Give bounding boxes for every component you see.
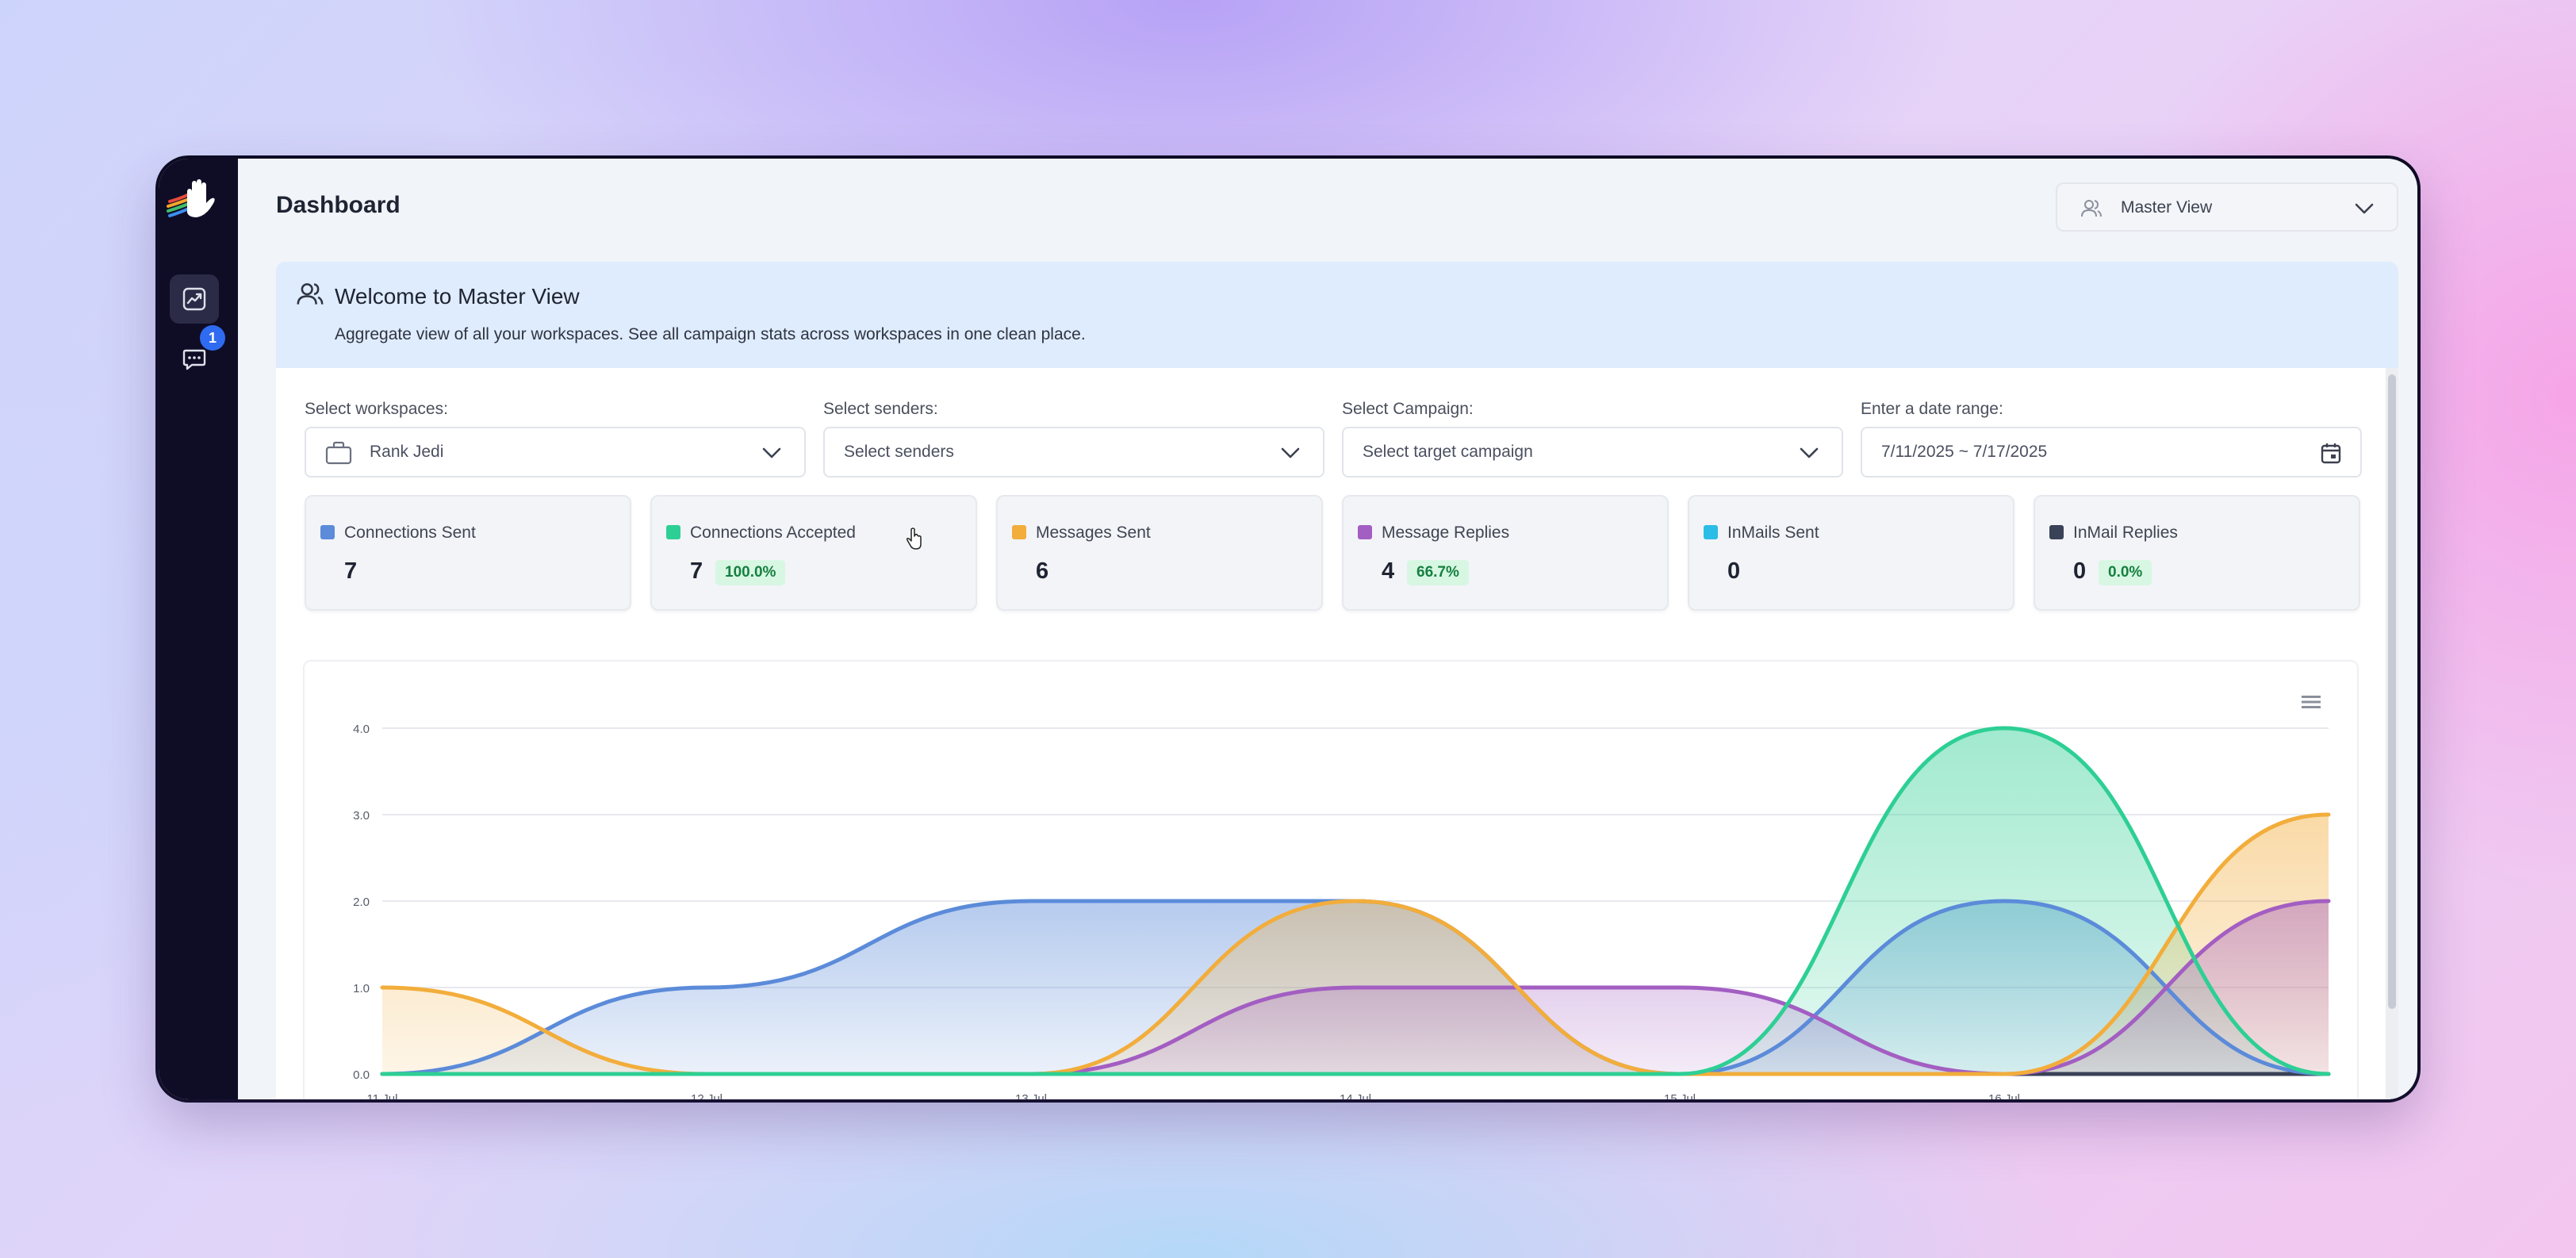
x-tick-label: 13 Jul bbox=[1015, 1092, 1047, 1099]
main-content: Dashboard Master View Welcome to Master … bbox=[238, 159, 2417, 1099]
date-range-label: Enter a date range: bbox=[1861, 400, 2003, 418]
view-selector-label: Master View bbox=[2121, 198, 2213, 217]
legend-swatch bbox=[1012, 525, 1026, 539]
users-icon bbox=[2081, 200, 2102, 217]
hamburger-menu-icon[interactable] bbox=[2300, 693, 2322, 711]
legend-swatch bbox=[1704, 525, 1718, 539]
series-line bbox=[380, 726, 2331, 1076]
stat-value: 7 bbox=[690, 558, 703, 584]
briefcase-icon bbox=[325, 441, 352, 465]
stat-card-inmail-replies: InMail Replies 0 0.0% bbox=[2034, 495, 2360, 611]
stat-card-messages-sent: Messages Sent 6 bbox=[996, 495, 1323, 611]
app-window: 1 Dashboard Master View Welcome bbox=[159, 159, 2417, 1099]
scrollbar[interactable] bbox=[2386, 368, 2398, 1099]
chevron-down-icon bbox=[2355, 203, 2374, 214]
date-range-filter: Enter a date range: 7/11/2025 ~ 7/17/202… bbox=[1861, 400, 2362, 478]
chart-icon bbox=[182, 287, 206, 311]
logo-icon bbox=[167, 179, 215, 217]
chevron-down-icon bbox=[1281, 447, 1300, 458]
senders-filter-label: Select senders: bbox=[823, 400, 938, 418]
welcome-description: Aggregate view of all your workspaces. S… bbox=[335, 325, 1086, 343]
x-tick-label: 16 Jul bbox=[1988, 1092, 2020, 1099]
y-tick-label: 1.0 bbox=[353, 982, 370, 995]
stat-label: Connections Accepted bbox=[690, 524, 856, 542]
workspace-select-value: Rank Jedi bbox=[370, 443, 444, 461]
chart-plot: 0.0 1.0 2.0 3.0 4.0 11 Jul 12 Jul 13 Jul 14 Jul 1… bbox=[353, 723, 2331, 1099]
series-area bbox=[382, 815, 2329, 1074]
stat-badge: 0.0% bbox=[2099, 560, 2152, 585]
campaign-select-placeholder: Select target campaign bbox=[1363, 443, 1533, 461]
legend-swatch bbox=[666, 525, 680, 539]
chat-icon bbox=[182, 349, 206, 370]
stat-label: Messages Sent bbox=[1036, 524, 1151, 542]
y-tick-label: 4.0 bbox=[353, 723, 370, 736]
stat-value: 0 bbox=[2073, 558, 2087, 584]
date-range-value: 7/11/2025 ~ 7/17/2025 bbox=[1881, 443, 2048, 461]
calendar-icon[interactable] bbox=[2319, 441, 2343, 465]
welcome-banner: Welcome to Master View Aggregate view of… bbox=[276, 262, 2398, 368]
y-tick-label: 0.0 bbox=[353, 1068, 370, 1082]
page-title: Dashboard bbox=[276, 192, 401, 218]
stat-label: InMails Sent bbox=[1727, 524, 1819, 542]
campaign-select[interactable]: Select target campaign bbox=[1342, 427, 1843, 478]
x-tick-label: 11 Jul bbox=[367, 1092, 398, 1099]
welcome-title: Welcome to Master View bbox=[335, 284, 580, 309]
legend-swatch bbox=[1358, 525, 1372, 539]
stat-badge: 100.0% bbox=[715, 560, 786, 585]
scrollbar-thumb[interactable] bbox=[2388, 374, 2396, 1009]
stats-panel: Select workspaces: Rank Jedi Select send… bbox=[276, 368, 2398, 1099]
users-icon bbox=[297, 283, 324, 305]
x-tick-label: 12 Jul bbox=[691, 1092, 723, 1099]
chevron-down-icon bbox=[762, 447, 781, 458]
stat-label: Connections Sent bbox=[344, 524, 476, 542]
view-selector[interactable]: Master View bbox=[2056, 182, 2398, 232]
senders-select[interactable]: Select senders bbox=[823, 427, 1324, 478]
activity-chart: 0.0 1.0 2.0 3.0 4.0 11 Jul 12 Jul 13 Jul 14 Jul 1… bbox=[303, 660, 2359, 1099]
stat-value: 7 bbox=[344, 558, 358, 584]
stat-card-connections-accepted: Connections Accepted 7 100.0% bbox=[650, 495, 977, 611]
chevron-down-icon bbox=[1800, 447, 1819, 458]
sidebar: 1 bbox=[159, 159, 238, 1099]
stat-card-message-replies: Message Replies 4 66.7% bbox=[1342, 495, 1669, 611]
stat-value: 4 bbox=[1382, 558, 1395, 584]
stat-label: Message Replies bbox=[1382, 524, 1510, 542]
workspace-filter: Select workspaces: Rank Jedi bbox=[305, 400, 806, 478]
stat-badge: 66.7% bbox=[1407, 560, 1469, 585]
nav-messages[interactable]: 1 bbox=[170, 325, 225, 384]
date-range-input[interactable]: 7/11/2025 ~ 7/17/2025 bbox=[1861, 427, 2362, 478]
y-tick-label: 2.0 bbox=[353, 896, 370, 909]
workspace-filter-label: Select workspaces: bbox=[305, 400, 448, 418]
nav-analytics[interactable] bbox=[170, 274, 219, 324]
stat-label: InMail Replies bbox=[2073, 524, 2178, 542]
x-tick-label: 14 Jul bbox=[1340, 1092, 1371, 1099]
stat-value: 6 bbox=[1036, 558, 1049, 584]
campaign-filter: Select Campaign: Select target campaign bbox=[1342, 400, 1843, 478]
x-tick-label: 15 Jul bbox=[1664, 1092, 1696, 1099]
notification-badge: 1 bbox=[200, 325, 225, 351]
senders-select-placeholder: Select senders bbox=[844, 443, 954, 461]
stat-card-inmails-sent: InMails Sent 0 bbox=[1688, 495, 2014, 611]
stat-card-connections-sent: Connections Sent 7 bbox=[305, 495, 631, 611]
workspace-select[interactable]: Rank Jedi bbox=[305, 427, 806, 478]
legend-swatch bbox=[320, 525, 335, 539]
stat-value: 0 bbox=[1727, 558, 1741, 584]
senders-filter: Select senders: Select senders bbox=[823, 400, 1324, 478]
legend-swatch bbox=[2049, 525, 2064, 539]
cursor-icon bbox=[907, 527, 922, 550]
campaign-filter-label: Select Campaign: bbox=[1342, 400, 1474, 418]
y-tick-label: 3.0 bbox=[353, 809, 370, 823]
